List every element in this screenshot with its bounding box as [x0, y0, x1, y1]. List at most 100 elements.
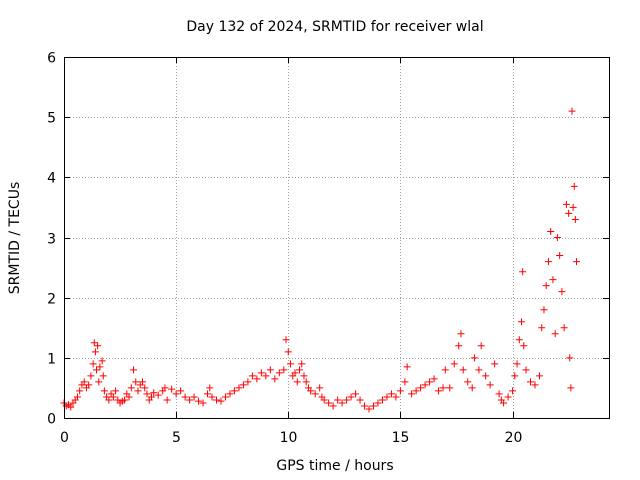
data-point: [141, 384, 149, 392]
data-point: [89, 360, 97, 368]
data-point: [450, 360, 458, 368]
y-axis-label: SRMTID / TECUs: [7, 182, 23, 295]
data-point: [271, 375, 279, 383]
data-point: [408, 390, 416, 398]
x-tick-label: 0: [60, 430, 69, 446]
data-point: [457, 330, 465, 338]
data-point: [282, 336, 290, 344]
data-point: [235, 384, 243, 392]
data-point: [549, 276, 557, 284]
data-point: [320, 396, 328, 404]
data-point: [439, 384, 447, 392]
data-point: [403, 363, 411, 371]
data-point: [468, 384, 476, 392]
data-point: [80, 378, 88, 386]
data-point: [138, 378, 146, 386]
data-point: [542, 282, 550, 290]
data-point: [464, 378, 472, 386]
data-point: [90, 339, 98, 347]
grid-lines: [64, 57, 609, 418]
data-point: [206, 384, 214, 392]
data-point: [295, 366, 303, 374]
data-point: [248, 372, 256, 380]
data-point: [300, 372, 308, 380]
data-point: [76, 387, 84, 395]
data-point: [226, 390, 234, 398]
data-point: [134, 387, 142, 395]
data-point: [568, 107, 576, 115]
x-tick-label: 10: [280, 430, 298, 446]
data-point: [509, 387, 517, 395]
data-point: [95, 378, 103, 386]
data-point: [147, 393, 155, 401]
data-point: [475, 366, 483, 374]
data-point: [515, 336, 523, 344]
data-point: [518, 318, 526, 326]
data-point: [105, 396, 113, 404]
data-point: [98, 357, 106, 365]
data-point: [566, 354, 574, 362]
data-point: [392, 393, 400, 401]
data-point: [311, 390, 319, 398]
data-point: [94, 342, 102, 350]
data-point: [417, 384, 425, 392]
x-axis-label: GPS time / hours: [276, 458, 393, 474]
data-point: [85, 381, 93, 389]
data-point: [253, 375, 261, 383]
data-point: [195, 397, 203, 405]
data-point: [441, 366, 449, 374]
y-tick-label: 1: [47, 352, 56, 368]
data-point: [374, 399, 382, 407]
y-tick-label: 5: [47, 111, 56, 127]
data-point: [500, 399, 508, 407]
data-point: [560, 324, 568, 332]
data-point: [535, 372, 543, 380]
data-point: [93, 366, 101, 374]
data-point: [87, 372, 95, 380]
data-point: [109, 393, 117, 401]
x-tick-label: 20: [505, 430, 523, 446]
data-point: [307, 387, 315, 395]
data-point: [91, 348, 99, 356]
data-point: [127, 384, 135, 392]
data-point: [459, 366, 467, 374]
data-point: [239, 381, 247, 389]
data-point: [426, 378, 434, 386]
data-point: [262, 372, 270, 380]
data-point: [527, 378, 535, 386]
data-point: [125, 393, 133, 401]
data-point: [316, 384, 324, 392]
data-point: [163, 396, 171, 404]
data-point: [513, 360, 521, 368]
data-point: [520, 342, 528, 350]
data-point: [378, 396, 386, 404]
data-point: [435, 387, 443, 395]
data-point: [217, 397, 225, 405]
data-point: [284, 348, 292, 356]
data-point: [547, 227, 555, 235]
data-point: [387, 390, 395, 398]
data-point: [370, 402, 378, 410]
data-point: [540, 306, 548, 314]
data-point: [325, 399, 333, 407]
data-point: [401, 378, 409, 386]
data-point: [121, 396, 129, 404]
data-point: [495, 390, 503, 398]
data-point: [96, 363, 104, 371]
data-point: [571, 215, 579, 223]
data-point: [181, 393, 189, 401]
data-point: [343, 396, 351, 404]
data-point: [491, 360, 499, 368]
data-point: [334, 396, 342, 404]
data-point: [161, 384, 169, 392]
data-point: [204, 390, 212, 398]
data-point: [208, 393, 216, 401]
y-tick-label: 2: [47, 292, 56, 308]
data-point: [556, 252, 564, 260]
data-point: [73, 393, 81, 401]
data-point: [244, 378, 252, 386]
y-tick-label: 6: [47, 51, 56, 67]
data-point: [177, 387, 185, 395]
data-point: [132, 378, 140, 386]
